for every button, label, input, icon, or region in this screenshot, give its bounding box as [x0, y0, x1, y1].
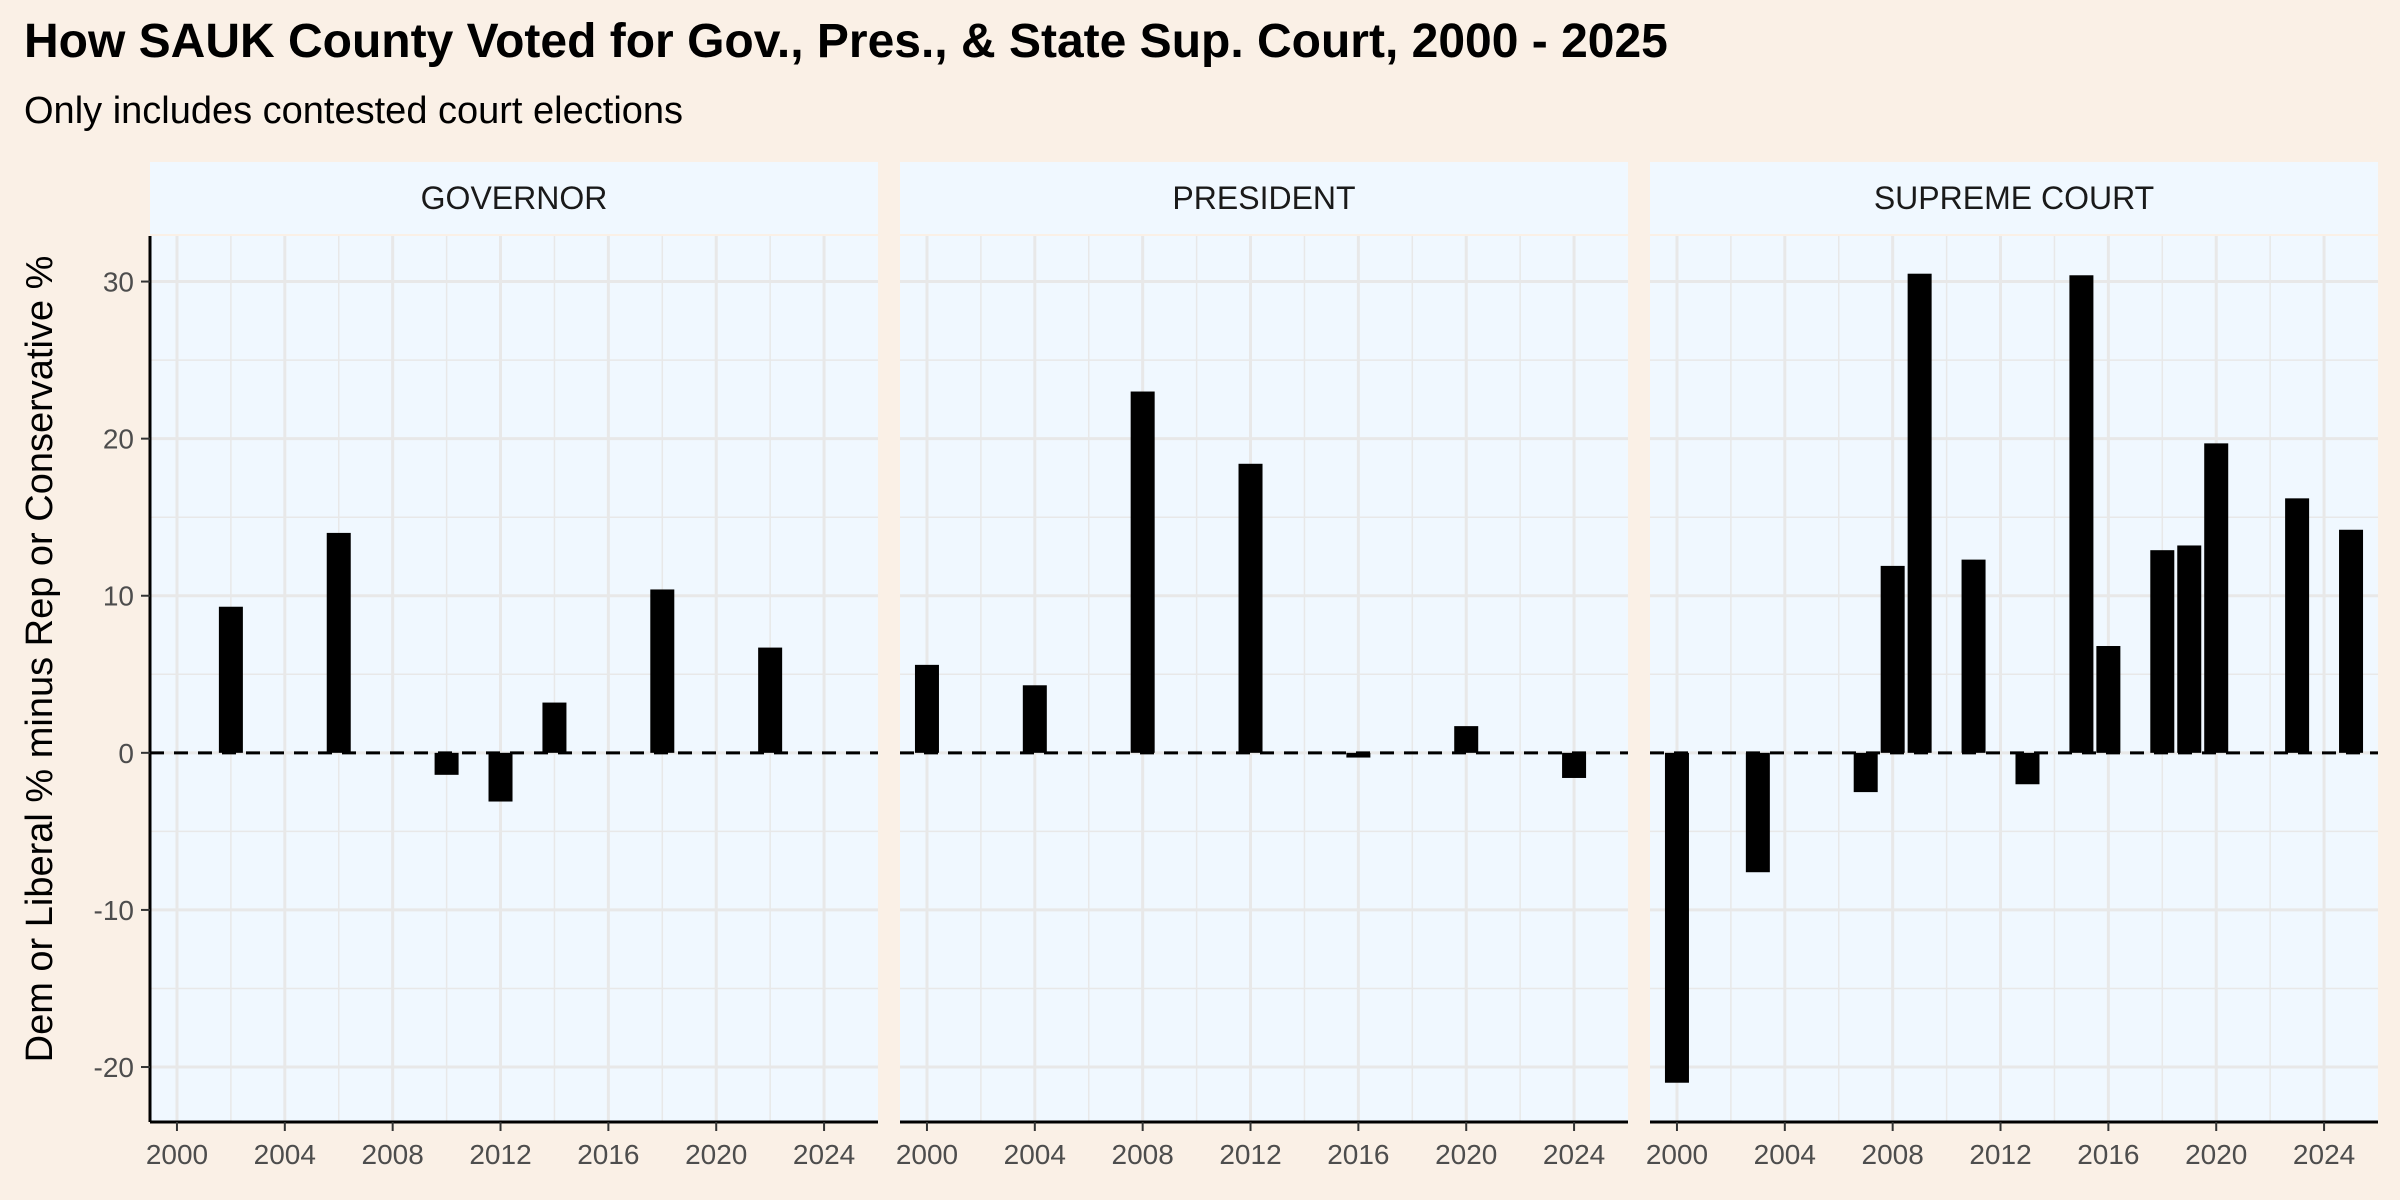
bar [650, 589, 675, 753]
bar [434, 752, 459, 775]
bar [1454, 726, 1479, 753]
bar [2069, 275, 2094, 753]
panel-background [150, 236, 878, 1122]
bar [2177, 545, 2202, 753]
bar [1907, 273, 1932, 753]
x-tick-label: 2020 [685, 1139, 747, 1170]
chart-title: How SAUK County Voted for Gov., Pres., &… [24, 15, 1668, 68]
x-tick-label: 2024 [2293, 1139, 2355, 1170]
x-tick-label: 2004 [1004, 1139, 1066, 1170]
x-tick-label: 2000 [1646, 1139, 1708, 1170]
y-tick-label: 0 [118, 738, 134, 769]
bar [488, 752, 513, 802]
chart-subtitle: Only includes contested court elections [24, 90, 684, 132]
bar [2015, 752, 2040, 785]
bar [1664, 752, 1689, 1083]
bar [2204, 443, 2229, 753]
x-tick-label: 2012 [1219, 1139, 1281, 1170]
bar [326, 532, 351, 753]
x-tick-label: 2016 [2077, 1139, 2139, 1170]
x-tick-label: 2008 [1112, 1139, 1174, 1170]
bar [1961, 559, 1986, 753]
bar [1853, 752, 1878, 793]
y-tick-label: 20 [103, 424, 134, 455]
facet-strip [900, 162, 1628, 234]
x-tick-label: 2016 [577, 1139, 639, 1170]
x-tick-label: 2008 [362, 1139, 424, 1170]
y-tick-label: -10 [94, 895, 134, 926]
bar [1880, 565, 1905, 753]
bar [2096, 646, 2121, 753]
bar [542, 702, 567, 753]
x-tick-label: 2004 [254, 1139, 316, 1170]
bar [2339, 529, 2364, 753]
x-tick-label: 2000 [896, 1139, 958, 1170]
bar [2285, 498, 2310, 753]
x-tick-label: 2004 [1754, 1139, 1816, 1170]
facet-strip [1650, 162, 2378, 234]
facet-strip-label: PRESIDENT [1172, 180, 1355, 216]
bar [2150, 550, 2175, 753]
y-tick-label: 30 [103, 267, 134, 298]
x-tick-label: 2020 [1435, 1139, 1497, 1170]
bar [1130, 391, 1155, 753]
bar [914, 664, 939, 753]
bar [218, 606, 243, 753]
x-tick-label: 2012 [1969, 1139, 2031, 1170]
facet-strip-label: SUPREME COURT [1874, 180, 2154, 216]
facet-strip-label: GOVERNOR [421, 180, 608, 216]
y-axis-title: Dem or Liberal % minus Rep or Conservati… [19, 256, 61, 1063]
bar [1022, 685, 1047, 753]
bar [1562, 752, 1587, 778]
x-tick-label: 2016 [1327, 1139, 1389, 1170]
bar [1346, 752, 1371, 758]
bar [1745, 752, 1770, 873]
x-tick-label: 2012 [469, 1139, 531, 1170]
y-tick-label: -20 [94, 1052, 134, 1083]
x-tick-label: 2024 [793, 1139, 855, 1170]
panel-background [1650, 236, 2378, 1122]
panel-background [900, 236, 1628, 1122]
facet-strip [150, 162, 878, 234]
x-tick-label: 2000 [146, 1139, 208, 1170]
bar [1238, 463, 1263, 753]
x-tick-label: 2008 [1862, 1139, 1924, 1170]
x-tick-label: 2024 [1543, 1139, 1605, 1170]
bar [758, 647, 783, 753]
x-tick-label: 2020 [2185, 1139, 2247, 1170]
y-tick-label: 10 [103, 581, 134, 612]
